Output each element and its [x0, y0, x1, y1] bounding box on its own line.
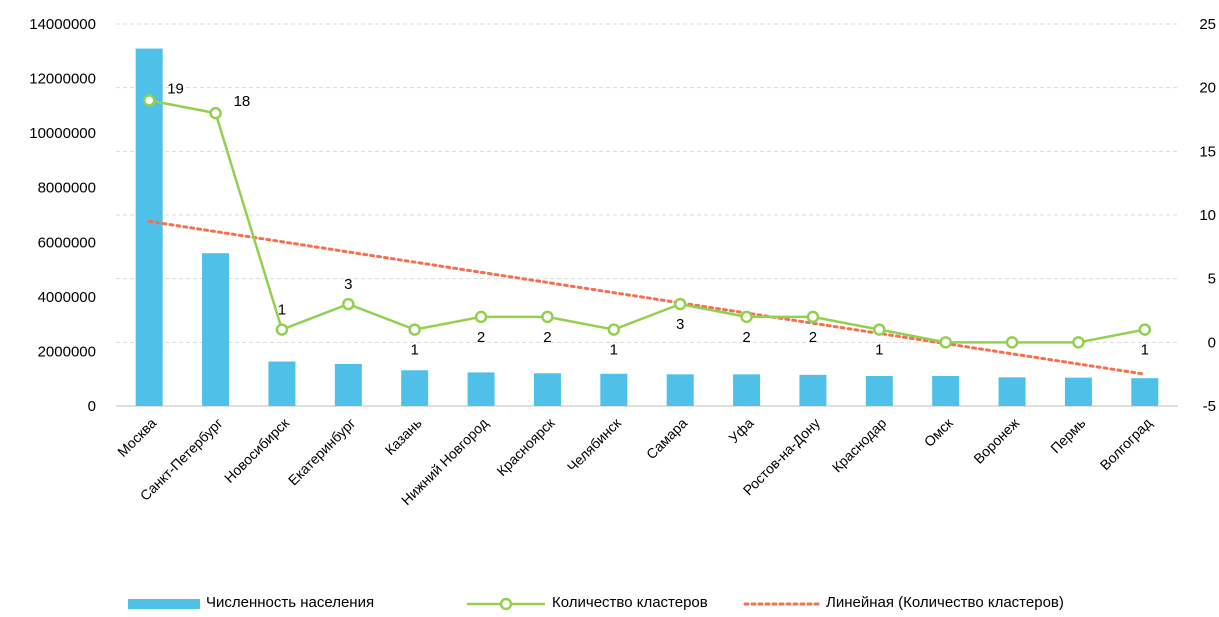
data-label: 2 — [477, 329, 485, 346]
data-label: 2 — [742, 329, 750, 346]
legend-label-clusters: Количество кластеров — [552, 594, 708, 611]
category-label: Самара — [643, 415, 691, 463]
data-label: 2 — [809, 329, 817, 346]
population-bar — [202, 253, 230, 406]
category-label: Омск — [921, 414, 957, 450]
legend-swatch-population — [128, 599, 200, 609]
clusters-marker — [474, 310, 488, 324]
legend-label-population: Численность населения — [206, 594, 374, 611]
data-label: 1 — [1141, 342, 1149, 359]
bar-series-population — [135, 48, 1159, 407]
clusters-marker — [408, 323, 421, 336]
population-bar — [135, 48, 163, 407]
category-label: Казань — [382, 415, 425, 458]
category-label: Екатеринбург — [285, 415, 359, 489]
right-axis-tick-label: 15 — [1199, 143, 1216, 160]
left-axis-tick-labels: 0 2000000 4000000 6000000 8000000 10000000 120… — [29, 16, 96, 415]
population-bar — [799, 374, 827, 406]
population-bar — [533, 373, 561, 406]
population-bar — [268, 361, 296, 406]
left-axis-tick-label: 12000000 — [29, 71, 96, 88]
legend-swatch-clusters-marker — [499, 597, 513, 611]
population-bar — [733, 374, 761, 406]
population-bar — [401, 370, 429, 406]
clusters-line — [148, 99, 1146, 344]
data-label: 1 — [411, 342, 419, 359]
trendline-series — [147, 219, 1147, 376]
category-label: Челябинск — [564, 414, 625, 475]
clusters-marker — [209, 106, 222, 120]
data-label: 1 — [278, 302, 286, 319]
population-bar — [998, 377, 1026, 406]
category-label: Новосибирск — [221, 414, 293, 486]
data-label: 3 — [344, 276, 352, 293]
left-axis-tick-label: 6000000 — [38, 234, 96, 251]
category-label: Москва — [114, 415, 159, 460]
left-axis-tick-label: 8000000 — [38, 180, 96, 197]
clusters-marker — [607, 323, 621, 336]
clusters-marker — [142, 94, 156, 107]
gridlines — [116, 23, 1178, 407]
right-axis-tick-label: 10 — [1199, 207, 1216, 224]
clusters-marker — [806, 310, 820, 324]
clusters-marker — [1072, 336, 1085, 349]
data-label: 18 — [234, 93, 251, 110]
left-axis-tick-label: 4000000 — [38, 289, 96, 306]
category-label: Воронеж — [970, 414, 1022, 466]
clusters-marker — [673, 297, 687, 311]
left-axis-tick-label: 2000000 — [38, 343, 96, 360]
category-label: Уфа — [725, 415, 756, 446]
clusters-marker — [939, 336, 952, 349]
clusters-marker — [873, 323, 886, 336]
right-axis-tick-label: 5 — [1208, 271, 1216, 288]
clusters-marker — [541, 310, 554, 324]
population-bar — [1131, 378, 1159, 406]
right-axis-tick-label: -5 — [1203, 398, 1216, 415]
data-label: 1 — [610, 342, 618, 359]
category-axis-labels: МоскваСанкт-ПетербургНовосибирскЕкатерин… — [114, 414, 1155, 508]
population-bar — [932, 375, 960, 406]
right-axis-tick-label: 25 — [1199, 16, 1216, 33]
left-axis-tick-label: 14000000 — [29, 16, 96, 33]
population-bar — [1064, 377, 1092, 406]
data-label: 19 — [167, 80, 184, 97]
clusters-marker — [275, 323, 289, 336]
legend: Численность населения Количество кластеро… — [128, 594, 1064, 611]
clusters-marker — [1138, 323, 1152, 336]
population-bar — [666, 374, 694, 406]
clusters-marker — [342, 297, 355, 311]
population-bar — [600, 373, 628, 406]
right-axis-tick-label: 0 — [1208, 334, 1216, 351]
right-axis-tick-labels: -5 0 5 10 15 20 25 — [1199, 16, 1216, 415]
category-label: Краснодар — [829, 415, 890, 476]
data-label: 1 — [875, 342, 883, 359]
line-data-labels: 19 18 1 3 1 2 2 1 3 2 2 1 1 — [167, 80, 1149, 358]
left-axis-tick-label: 10000000 — [29, 125, 96, 142]
population-bar — [865, 375, 893, 406]
category-label: Волгоград — [1097, 415, 1155, 473]
clusters-marker — [1005, 336, 1019, 349]
right-axis-tick-label: 20 — [1199, 80, 1216, 97]
category-label: Красноярск — [493, 414, 558, 479]
population-bar — [467, 372, 495, 406]
trendline — [147, 219, 1147, 376]
data-label: 2 — [543, 329, 551, 346]
population-bar — [334, 363, 362, 406]
left-axis-tick-label: 0 — [88, 398, 96, 415]
category-label: Пермь — [1047, 415, 1088, 456]
line-series-clusters — [142, 94, 1152, 349]
legend-label-trendline: Линейная (Количество кластеров) — [826, 594, 1064, 611]
data-label: 3 — [676, 316, 684, 333]
clusters-marker — [740, 310, 753, 324]
